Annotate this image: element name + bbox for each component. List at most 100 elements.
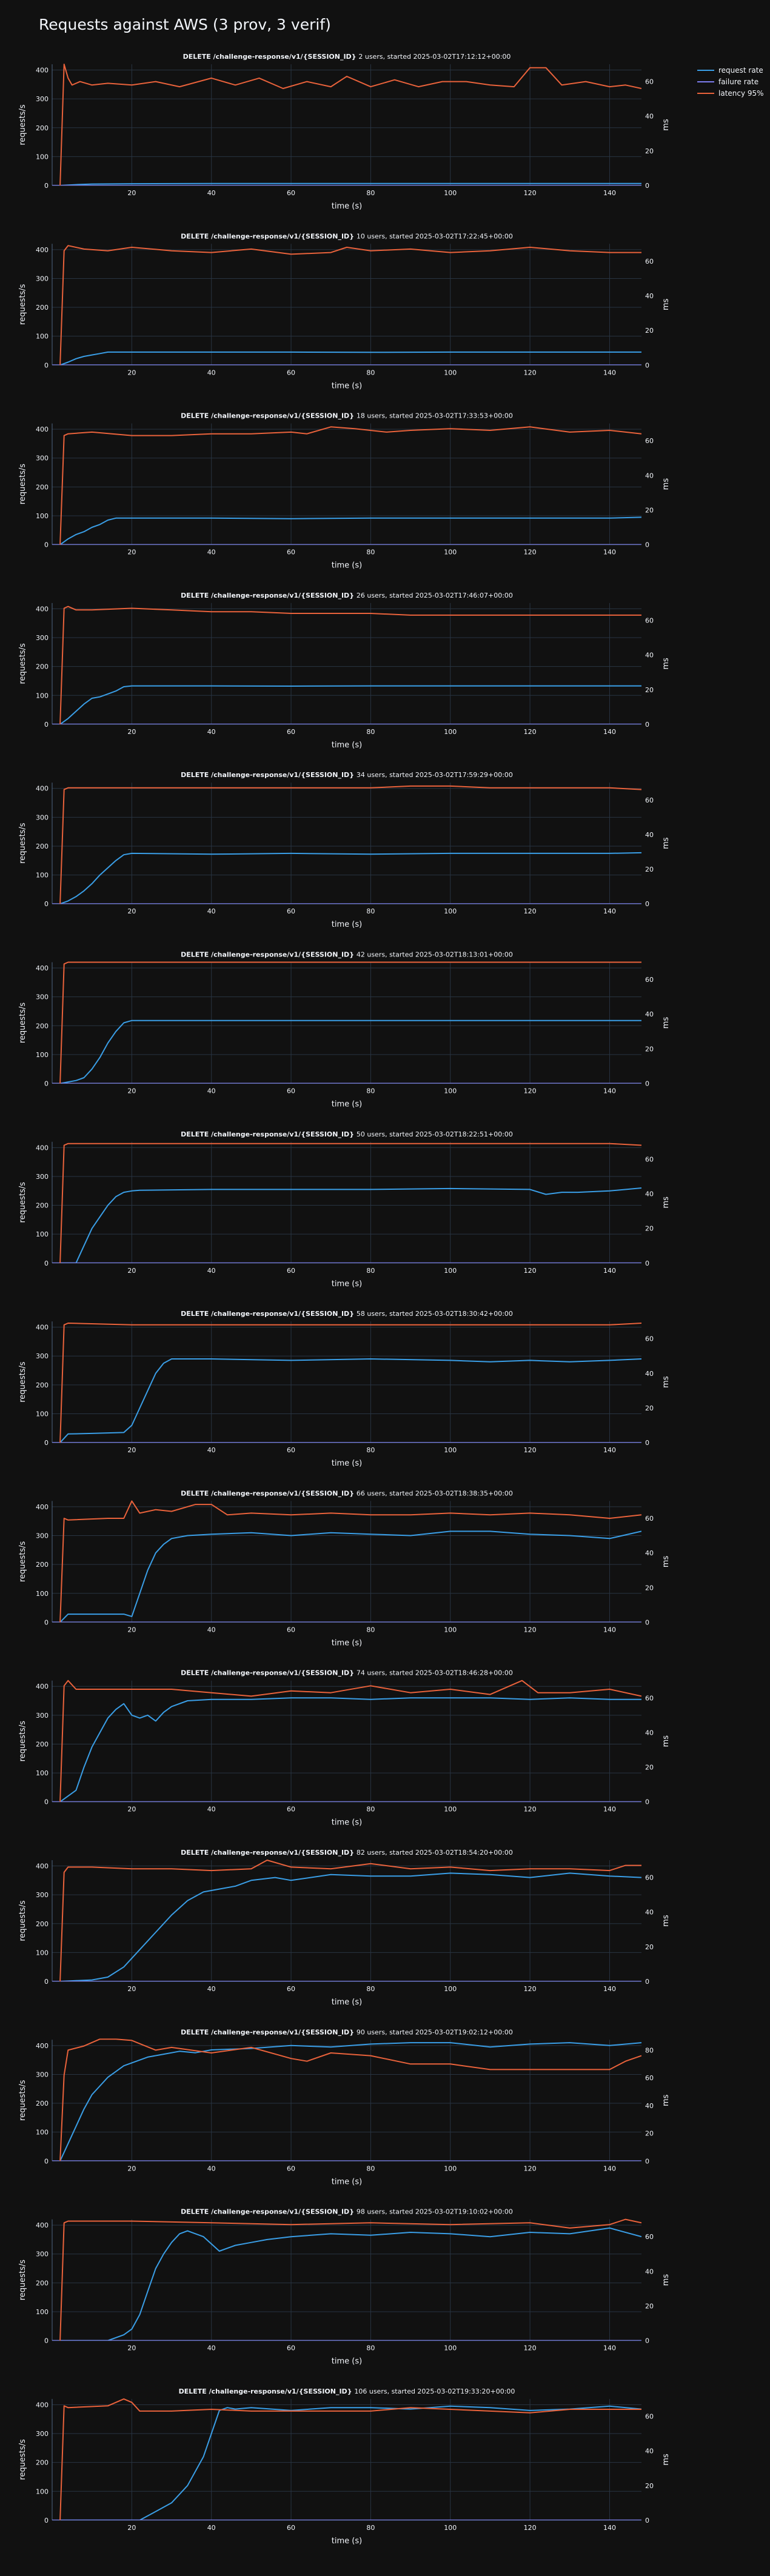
y-tick-label: 300 — [36, 1173, 49, 1181]
x-tick-label: 20 — [127, 728, 136, 736]
y-tick-label: 100 — [36, 1230, 49, 1238]
x-tick-label: 140 — [603, 1985, 616, 1993]
y2-axis-label: ms — [661, 1376, 671, 1388]
y2-tick-label: 0 — [645, 2157, 649, 2165]
chart-subtitle: 26 users, started 2025-03-02T17:46:07+00… — [357, 592, 513, 599]
y-tick-label: 400 — [36, 785, 49, 793]
x-axis-label: time (s) — [332, 561, 362, 570]
x-tick-label: 100 — [444, 1806, 457, 1814]
x-tick-label: 80 — [366, 549, 375, 556]
legend-item-request-rate[interactable]: request rate — [697, 64, 764, 76]
y-axis-label: requests/s — [18, 1003, 27, 1044]
y-tick-label: 200 — [36, 304, 49, 312]
y-tick-label: 200 — [36, 1202, 49, 1210]
y2-tick-label: 40 — [645, 1909, 654, 1917]
x-tick-label: 40 — [207, 2524, 216, 2532]
series-line-latency-95 — [59, 64, 641, 185]
chart-subtitle: 34 users, started 2025-03-02T17:59:29+00… — [357, 771, 513, 779]
y2-tick-label: 60 — [645, 796, 654, 804]
legend-item-latency[interactable]: latency 95% — [697, 87, 764, 99]
chart-title: DELETE /challenge-response/v1/{SESSION_I… — [181, 2028, 513, 2036]
y2-axis-label: ms — [661, 1196, 671, 1209]
x-axis-label: time (s) — [332, 1100, 362, 1109]
y-tick-label: 300 — [36, 455, 49, 462]
y-axis-label: requests/s — [18, 1900, 27, 1941]
x-tick-label: 80 — [366, 1446, 375, 1454]
y-tick-label: 200 — [36, 1561, 49, 1569]
y2-tick-label: 20 — [645, 2302, 654, 2310]
y-tick-label: 400 — [36, 964, 49, 972]
series-line-request-rate — [60, 1187, 641, 1263]
y-tick-label: 300 — [36, 1712, 49, 1720]
series-line-request-rate — [59, 685, 641, 724]
y2-tick-label: 40 — [645, 472, 654, 479]
x-tick-label: 140 — [603, 369, 616, 376]
y2-axis-label: ms — [661, 1915, 671, 1927]
legend-item-failure-rate[interactable]: failure rate — [697, 76, 764, 87]
x-tick-label: 100 — [444, 369, 457, 376]
x-tick-label: 40 — [207, 1806, 216, 1814]
y-axis-label: requests/s — [18, 104, 27, 145]
chart-title-endpoint: DELETE /challenge-response/v1/{SESSION_I… — [181, 951, 357, 959]
legend-label-latency: latency 95% — [718, 88, 764, 98]
chart-subtitle: 18 users, started 2025-03-02T17:33:53+00… — [357, 412, 513, 420]
x-tick-label: 80 — [366, 1985, 375, 1993]
y2-tick-label: 0 — [645, 1798, 649, 1806]
x-tick-label: 120 — [524, 728, 537, 736]
y2-tick-label: 60 — [645, 1874, 654, 1882]
x-tick-label: 140 — [603, 1446, 616, 1454]
chart-title-endpoint: DELETE /challenge-response/v1/{SESSION_I… — [181, 771, 357, 779]
y2-tick-label: 60 — [645, 2074, 654, 2082]
y-tick-label: 400 — [36, 1683, 49, 1690]
legend-label-failure-rate: failure rate — [718, 77, 759, 86]
y-tick-label: 300 — [36, 275, 49, 282]
y2-tick-label: 0 — [645, 721, 649, 729]
y2-tick-label: 20 — [645, 147, 654, 155]
chart-panel: DELETE /challenge-response/v1/{SESSION_I… — [18, 1669, 671, 1827]
y2-tick-label: 0 — [645, 541, 649, 549]
chart-subtitle: 50 users, started 2025-03-02T18:22:51+00… — [357, 1130, 513, 1138]
series-line-latency-95 — [59, 785, 641, 904]
y-tick-label: 0 — [44, 182, 49, 190]
x-tick-label: 80 — [366, 369, 375, 376]
x-tick-label: 100 — [444, 1087, 457, 1095]
y2-tick-label: 40 — [645, 2448, 654, 2455]
y-axis-label: requests/s — [18, 1721, 27, 1762]
y-tick-label: 200 — [36, 124, 49, 132]
y-axis-label: requests/s — [18, 2260, 27, 2301]
chart-panel: DELETE /challenge-response/v1/{SESSION_I… — [18, 412, 671, 570]
x-axis-label: time (s) — [332, 2177, 362, 2186]
x-axis-label: time (s) — [332, 1818, 362, 1827]
y-axis-label: requests/s — [18, 2439, 27, 2480]
y-tick-label: 300 — [36, 634, 49, 642]
y2-axis-label: ms — [661, 478, 671, 490]
x-tick-label: 60 — [287, 2344, 295, 2352]
y-tick-label: 300 — [36, 1532, 49, 1540]
y2-axis-label: ms — [661, 1017, 671, 1029]
x-tick-label: 140 — [603, 2344, 616, 2352]
y-tick-label: 300 — [36, 1891, 49, 1899]
chart-panel: DELETE /challenge-response/v1/{SESSION_I… — [18, 1849, 671, 2007]
x-tick-label: 100 — [444, 2344, 457, 2352]
y2-axis-label: ms — [661, 658, 671, 670]
y-tick-label: 100 — [36, 1590, 49, 1598]
x-tick-label: 60 — [287, 1087, 295, 1095]
y-tick-label: 300 — [36, 2070, 49, 2078]
y2-tick-label: 60 — [645, 2412, 654, 2420]
y-tick-label: 300 — [36, 1352, 49, 1360]
y-tick-label: 400 — [36, 67, 49, 75]
y-tick-label: 0 — [44, 361, 49, 369]
chart-subtitle: 106 users, started 2025-03-02T19:33:20+0… — [354, 2387, 515, 2395]
x-tick-label: 20 — [127, 1626, 136, 1633]
y-tick-label: 0 — [44, 1798, 49, 1806]
chart-panel: DELETE /challenge-response/v1/{SESSION_I… — [18, 2208, 671, 2366]
y2-tick-label: 60 — [645, 1515, 654, 1523]
x-tick-label: 120 — [524, 1626, 537, 1633]
y2-tick-label: 0 — [645, 1618, 649, 1626]
y-axis-label: requests/s — [18, 1182, 27, 1223]
y2-axis-label: ms — [661, 2274, 671, 2286]
legend-swatch-failure-rate — [697, 81, 714, 82]
series-line-latency-95 — [59, 426, 641, 545]
chart-panel: DELETE /challenge-response/v1/{SESSION_I… — [18, 2387, 671, 2546]
